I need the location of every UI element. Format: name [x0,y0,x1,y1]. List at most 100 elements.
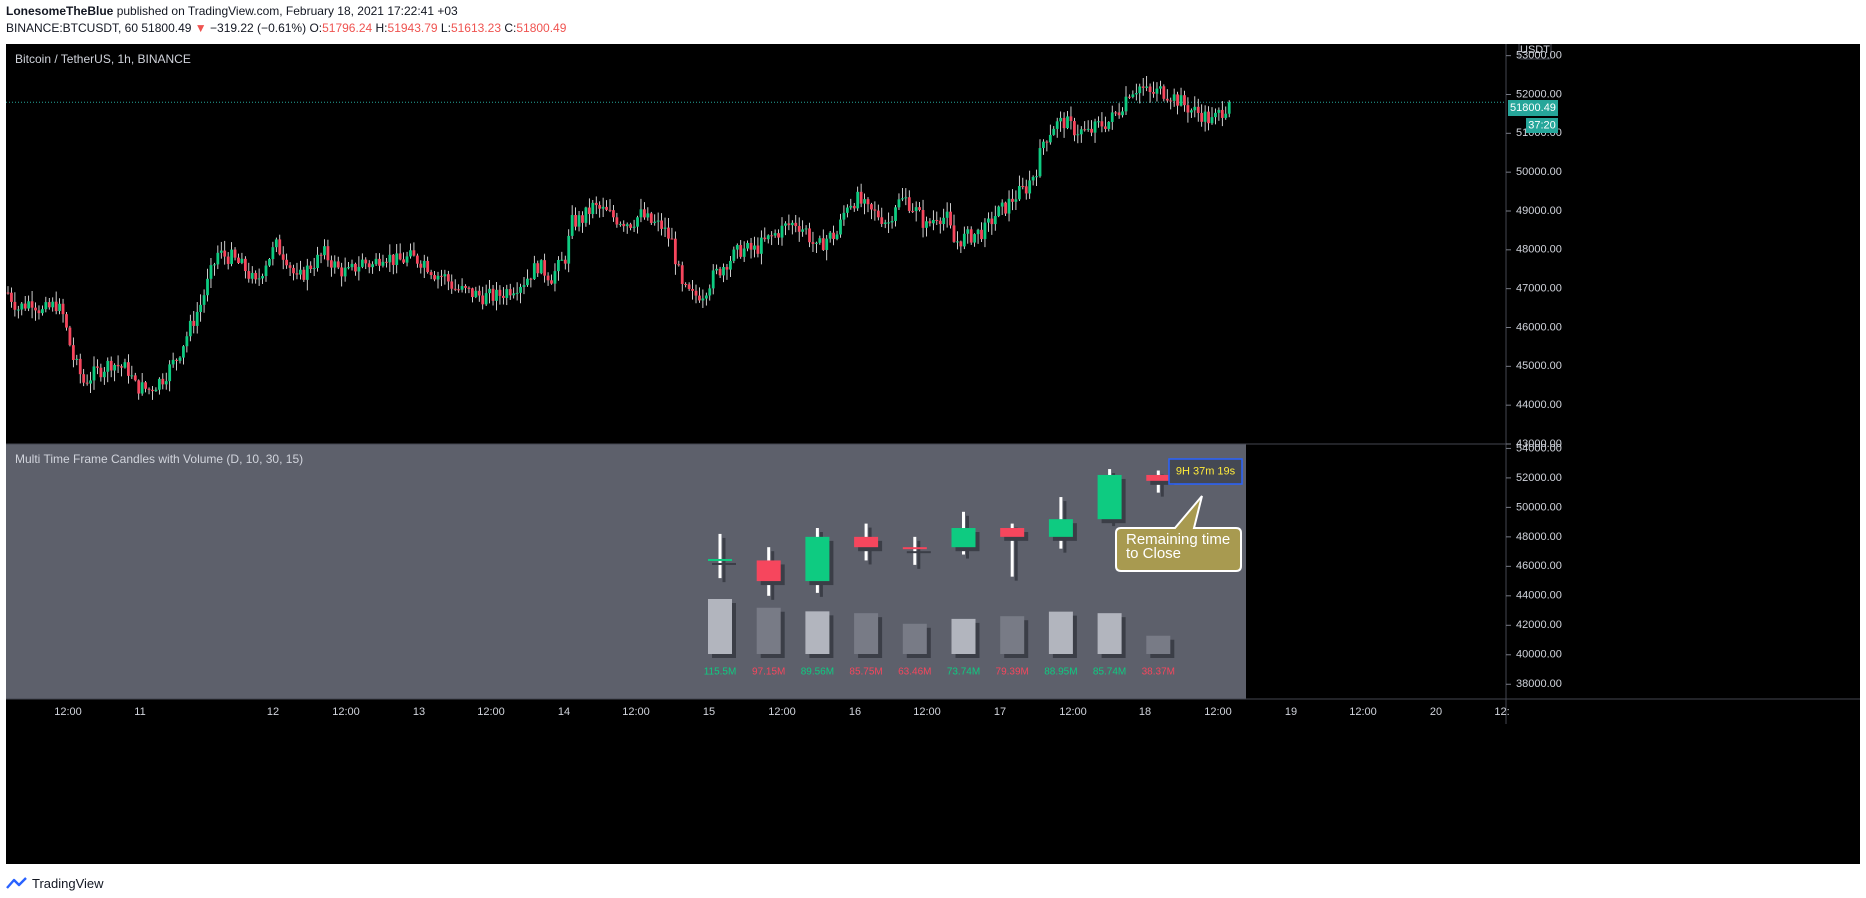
hourly-candle-body [295,273,299,275]
indicator-tick-label: 42000.00 [1516,619,1562,631]
hourly-candle-body [360,259,364,267]
hourly-candle-body [866,199,870,205]
hourly-candle-body [460,286,464,290]
hourly-candle-body [870,204,873,210]
hourly-candle-body [178,357,182,361]
hourly-candle-body [54,301,58,312]
volume-bar [1146,635,1171,654]
author-name[interactable]: LonesomeTheBlue [6,4,114,18]
hourly-candle-body [639,209,643,218]
hourly-candle-body [605,206,608,210]
open-value: 51796.24 [322,21,373,35]
hourly-candle-body [574,215,577,227]
hourly-candle-body [309,265,313,270]
hourly-candle-body [1169,100,1173,102]
hourly-candle-body [739,245,743,257]
hourly-candle-body [1189,110,1193,113]
hourly-candle-body [412,250,416,256]
hourly-candle-body [883,222,887,224]
hourly-candle-body [797,226,801,232]
hourly-candle-body [962,233,966,247]
hourly-candle-body [202,295,206,305]
hourly-candle-body [1227,102,1231,114]
hourly-candle-body [949,211,952,226]
price-change: −319.22 (−0.61%) [210,21,307,35]
hourly-candle-body [1024,186,1028,194]
hourly-candle-body [10,292,13,302]
price-axis[interactable]: USDT 43000.00 44000.00 45000.00 46000.00 470… [1505,40,1562,724]
mtf-candle-body [1000,528,1025,537]
hourly-candle-body [560,259,564,261]
hourly-candle-body [1203,111,1207,122]
hourly-candle-body [522,285,526,287]
hourly-candle-body [587,207,591,215]
time-tick-label: 11 [134,706,145,718]
hourly-candle-body [1210,117,1214,124]
hourly-candle-body [61,303,65,315]
hourly-candle-body [1165,98,1169,101]
hourly-candle-body [16,309,20,311]
time-tick-label: 12:00 [1059,706,1087,718]
indicator-pane-title: Multi Time Frame Candles with Volume (D,… [15,452,303,466]
hourly-candle-body [429,272,433,276]
hourly-candle-body [350,263,354,268]
chart-canvas[interactable]: Bitcoin / TetherUS, 1h, BINANCE Multi Ti… [6,40,1860,864]
hourly-candle-body [477,290,481,296]
hourly-candle-body [990,218,994,225]
hourly-candle-body [828,232,832,239]
footer-brand[interactable]: TradingView [32,875,104,891]
hourly-candle-body [92,366,96,381]
price-tick-label: 52000.00 [1516,88,1562,100]
hourly-candle-body [735,245,739,250]
hourly-candle-body [577,215,581,227]
volume-bar [902,623,927,654]
hourly-candle-body [1162,86,1166,99]
indicator-pane[interactable]: Multi Time Frame Candles with Volume (D,… [15,452,1175,678]
hourly-candle-body [1090,128,1093,133]
hourly-candle-body [722,267,725,276]
hourly-candle-body [1045,141,1049,143]
hourly-candle-body [398,253,402,260]
hourly-candle-body [226,256,230,264]
hourly-candle-body [364,259,368,264]
mtf-candle-body [1097,474,1122,520]
hourly-candle-body [677,264,681,266]
time-tick-label: 20 [1430,706,1442,718]
hourly-candle-body [1052,128,1056,135]
time-tick-label: 12: [1494,706,1509,718]
hourly-candle-body [1000,202,1004,207]
hourly-candle-body [660,220,663,229]
hourly-candle-body [698,295,701,301]
hourly-candle-body [704,295,708,299]
price-tick-label: 50000.00 [1516,166,1562,178]
hourly-candle-body [391,254,395,265]
hourly-candle-body [120,366,123,368]
remaining-time-box: 9H 37m 19s [1168,458,1243,485]
main-price-pane[interactable]: Bitcoin / TetherUS, 1h, BINANCE [6,52,1506,400]
hourly-candle-body [144,382,147,389]
hourly-candle-body [113,364,117,371]
hourly-candle-body [419,263,423,268]
time-tick-label: 12:00 [768,706,796,718]
hourly-candle-body [643,209,646,218]
hourly-candle-body [415,255,419,264]
hourly-candle-body [78,358,82,375]
hourly-candle-body [1007,198,1011,214]
hourly-candle-body [457,289,461,291]
time-axis[interactable]: 12:00 11 12 12:00 13 12:00 14 12:00 15 12:00 16 12:… [6,698,1860,718]
callout-annotation: Remaining time to Close [1115,495,1242,572]
hourly-candle-body [1100,121,1104,127]
hourly-candle-body [1179,95,1183,106]
hourly-candle-body [209,265,213,279]
hourly-candle-body [422,260,426,268]
hourly-candle-body [96,366,99,368]
hourly-candle-body [185,336,189,347]
hourly-candle-body [907,197,911,211]
chart-frame[interactable]: Bitcoin / TetherUS, 1h, BINANCE Multi Ti… [6,40,1860,864]
hourly-candle-body [663,227,667,229]
hourly-candle-body [852,205,856,209]
hourly-candle-body [340,267,344,277]
time-tick-label: 12:00 [54,706,82,718]
hourly-candle-body [1066,116,1069,129]
hourly-candle-body [508,289,512,296]
